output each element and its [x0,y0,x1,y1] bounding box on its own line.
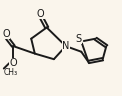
Text: N: N [62,41,69,51]
Text: O: O [10,58,17,68]
Text: CH₃: CH₃ [3,68,17,77]
Text: S: S [76,34,82,44]
Text: O: O [2,29,10,39]
Text: O: O [37,9,45,19]
